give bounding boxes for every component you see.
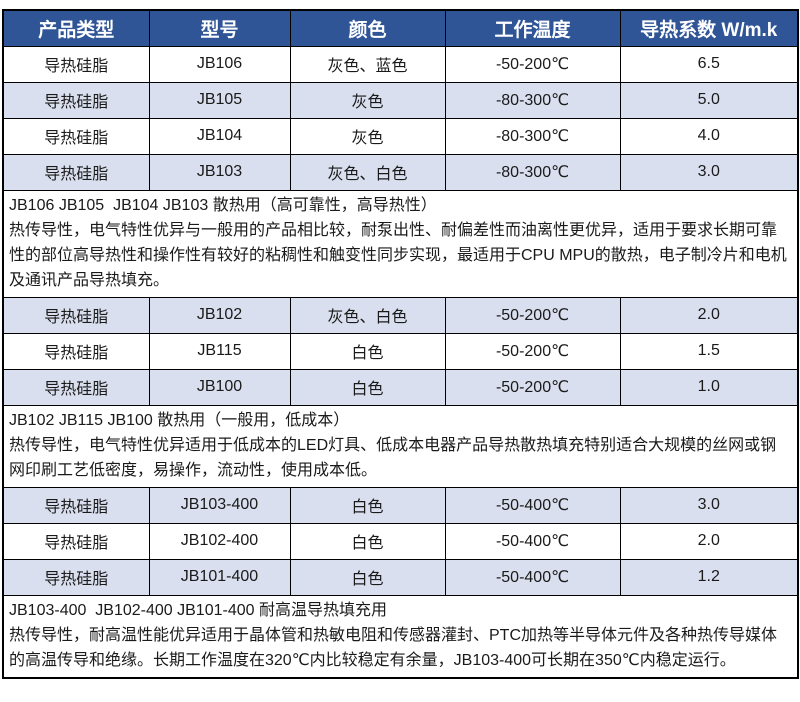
- section-note-cell: JB103-400 JB102-400 JB101-400 耐高温导热填充用 热…: [2, 594, 799, 678]
- note-title: JB106 JB105 JB104 JB103 散热用（高可靠性，高导热性）: [9, 196, 437, 214]
- table-cell: -80-300℃: [444, 117, 621, 155]
- section-note-3: JB103-400 JB102-400 JB101-400 耐高温导热填充用 热…: [2, 594, 799, 678]
- table-cell: -50-200℃: [444, 296, 621, 334]
- table-cell: -50-400℃: [444, 486, 621, 524]
- note-body: 热传导性，电气特性优异适用于低成本的LED灯具、低成本电器产品导热散热填充特别适…: [9, 436, 777, 479]
- table-row: 导热硅脂 JB115 白色 -50-200℃ 1.5: [2, 332, 799, 370]
- table-cell: -50-400℃: [444, 522, 621, 560]
- table-cell: 导热硅脂: [2, 81, 150, 119]
- column-header-thermal-conductivity: 导热系数 W/m.k: [619, 9, 799, 47]
- table-row: 导热硅脂 JB103-400 白色 -50-400℃ 3.0: [2, 486, 799, 524]
- table-row: 导热硅脂 JB104 灰色 -80-300℃ 4.0: [2, 117, 799, 155]
- note-row: JB103-400 JB102-400 JB101-400 耐高温导热填充用 热…: [2, 594, 799, 678]
- table-cell: JB100: [148, 368, 291, 406]
- page: 产品类型 型号 颜色 工作温度 导热系数 W/m.k 导热硅脂 JB106 灰色、蓝…: [2, 9, 799, 679]
- section-note-cell: JB106 JB105 JB104 JB103 散热用（高可靠性，高导热性） 热…: [2, 189, 799, 298]
- table-row: 导热硅脂 JB106 灰色、蓝色 -50-200℃ 6.5: [2, 45, 799, 83]
- table-cell: 导热硅脂: [2, 117, 150, 155]
- table-cell: 导热硅脂: [2, 558, 150, 596]
- note-row: JB102 JB115 JB100 散热用（一般用，低成本） 热传导性，电气特性…: [2, 404, 799, 488]
- table-row: 导热硅脂 JB102 灰色、白色 -50-200℃ 2.0: [2, 296, 799, 334]
- table-cell: JB101-400: [148, 558, 291, 596]
- table-cell: 1.0: [619, 368, 799, 406]
- table-cell: 灰色: [289, 81, 446, 119]
- table-row: 导热硅脂 JB100 白色 -50-200℃ 1.0: [2, 368, 799, 406]
- table-cell: 6.5: [619, 45, 799, 83]
- table-cell: 2.0: [619, 296, 799, 334]
- section-rows-3: 导热硅脂 JB103-400 白色 -50-400℃ 3.0 导热硅脂 JB102-400 白…: [2, 486, 799, 596]
- column-header-working-temperature: 工作温度: [444, 9, 621, 47]
- table-row: 导热硅脂 JB103 灰色、白色 -80-300℃ 3.0: [2, 153, 799, 191]
- column-header-model: 型号: [148, 9, 291, 47]
- note-row: JB106 JB105 JB104 JB103 散热用（高可靠性，高导热性） 热…: [2, 189, 799, 298]
- table-cell: -50-400℃: [444, 558, 621, 596]
- table-cell: 白色: [289, 486, 446, 524]
- section-rows-2: 导热硅脂 JB102 灰色、白色 -50-200℃ 2.0 导热硅脂 JB115 白色 -50-…: [2, 296, 799, 406]
- table-cell: JB103: [148, 153, 291, 191]
- table-cell: 灰色: [289, 117, 446, 155]
- table-cell: 导热硅脂: [2, 296, 150, 334]
- table-cell: 导热硅脂: [2, 522, 150, 560]
- note-body: 热传导性，电气特性优异与一般用的产品相比较，耐泵出性、耐偏差性而油离性更优异，适…: [9, 221, 787, 289]
- header-row: 产品类型 型号 颜色 工作温度 导热系数 W/m.k: [2, 9, 799, 47]
- note-title: JB103-400 JB102-400 JB101-400 耐高温导热填充用: [9, 601, 387, 619]
- table-cell: -50-200℃: [444, 332, 621, 370]
- table-cell: -80-300℃: [444, 153, 621, 191]
- table-cell: 导热硅脂: [2, 332, 150, 370]
- table-cell: -80-300℃: [444, 81, 621, 119]
- table-cell: JB102: [148, 296, 291, 334]
- table-cell: 1.5: [619, 332, 799, 370]
- section-rows-1: 导热硅脂 JB106 灰色、蓝色 -50-200℃ 6.5 导热硅脂 JB105 灰色 -80-…: [2, 45, 799, 191]
- table-cell: 灰色、白色: [289, 296, 446, 334]
- section-note-2: JB102 JB115 JB100 散热用（一般用，低成本） 热传导性，电气特性…: [2, 404, 799, 488]
- table-cell: JB103-400: [148, 486, 291, 524]
- section-note-cell: JB102 JB115 JB100 散热用（一般用，低成本） 热传导性，电气特性…: [2, 404, 799, 488]
- table-cell: JB115: [148, 332, 291, 370]
- table-cell: JB102-400: [148, 522, 291, 560]
- table-cell: JB104: [148, 117, 291, 155]
- table-cell: 白色: [289, 368, 446, 406]
- table-cell: 4.0: [619, 117, 799, 155]
- table-cell: 2.0: [619, 522, 799, 560]
- table-row: 导热硅脂 JB102-400 白色 -50-400℃ 2.0: [2, 522, 799, 560]
- table-cell: 白色: [289, 332, 446, 370]
- table-cell: 导热硅脂: [2, 45, 150, 83]
- table-cell: 灰色、蓝色: [289, 45, 446, 83]
- table-cell: 3.0: [619, 486, 799, 524]
- note-body: 热传导性，耐高温性能优异适用于晶体管和热敏电阻和传感器灌封、PTC加热等半导体元…: [9, 626, 778, 669]
- table-cell: 灰色、白色: [289, 153, 446, 191]
- column-header-product-type: 产品类型: [2, 9, 150, 47]
- table-row: 导热硅脂 JB105 灰色 -80-300℃ 5.0: [2, 81, 799, 119]
- table-cell: 5.0: [619, 81, 799, 119]
- table-cell: 1.2: [619, 558, 799, 596]
- table-cell: JB106: [148, 45, 291, 83]
- table-cell: JB105: [148, 81, 291, 119]
- product-spec-table: 产品类型 型号 颜色 工作温度 导热系数 W/m.k 导热硅脂 JB106 灰色、蓝…: [2, 9, 799, 679]
- table-cell: 白色: [289, 522, 446, 560]
- table-cell: 白色: [289, 558, 446, 596]
- table-cell: -50-200℃: [444, 45, 621, 83]
- table-row: 导热硅脂 JB101-400 白色 -50-400℃ 1.2: [2, 558, 799, 596]
- column-header-color: 颜色: [289, 9, 446, 47]
- table-cell: 导热硅脂: [2, 486, 150, 524]
- note-title: JB102 JB115 JB100 散热用（一般用，低成本）: [9, 411, 350, 429]
- table-cell: -50-200℃: [444, 368, 621, 406]
- table-cell: 3.0: [619, 153, 799, 191]
- table-cell: 导热硅脂: [2, 368, 150, 406]
- section-note-1: JB106 JB105 JB104 JB103 散热用（高可靠性，高导热性） 热…: [2, 189, 799, 298]
- table-cell: 导热硅脂: [2, 153, 150, 191]
